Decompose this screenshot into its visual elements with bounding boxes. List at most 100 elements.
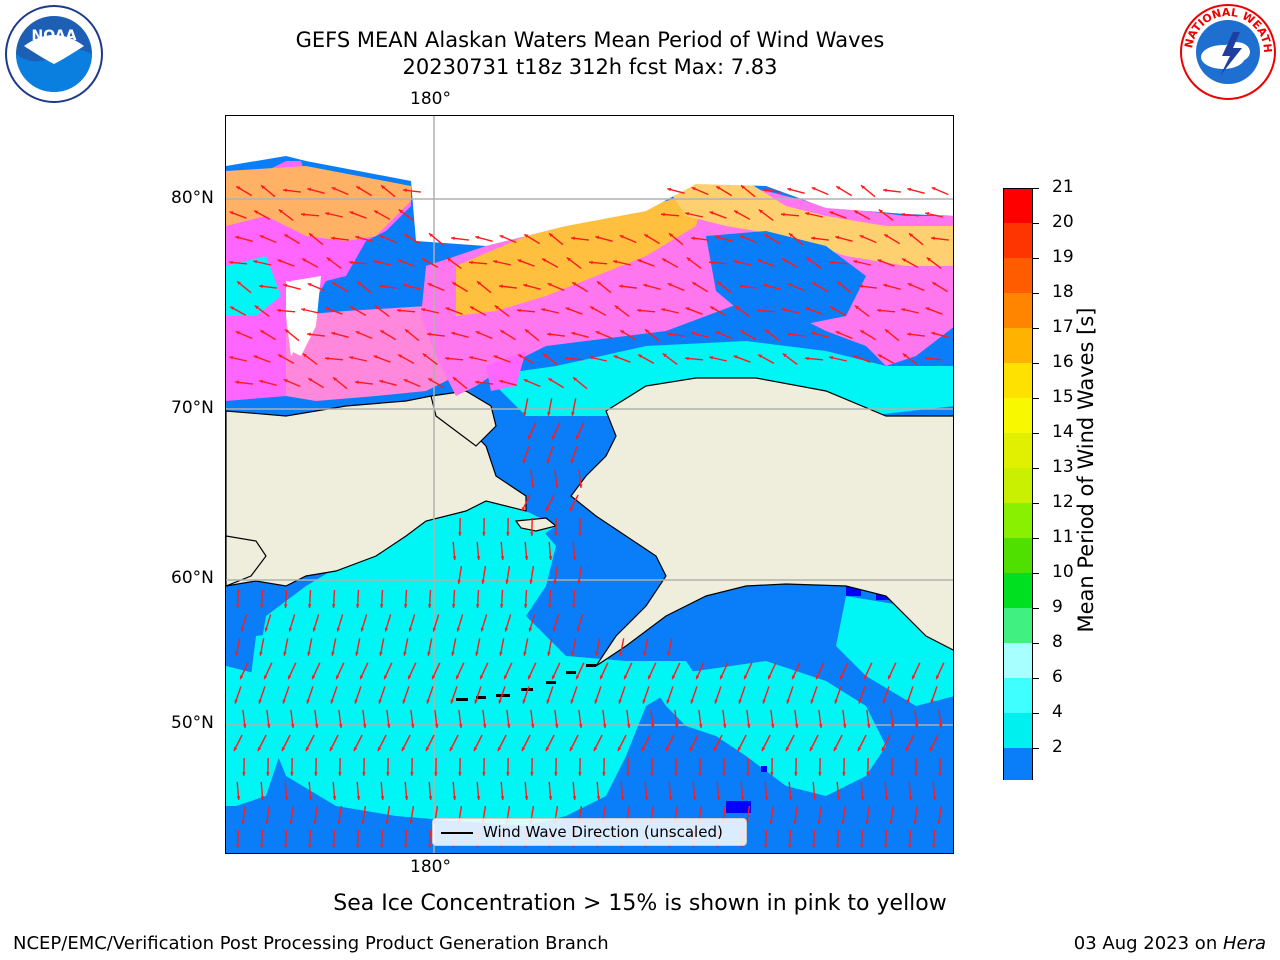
wind-arrow-head	[302, 258, 307, 262]
wind-arrow-head	[432, 627, 437, 632]
wind-arrow-head	[665, 747, 670, 751]
wind-arrow-head	[283, 844, 288, 848]
wind-arrow-head	[301, 212, 305, 217]
wind-arrow-head	[691, 331, 696, 336]
wind-arrow-head	[689, 747, 694, 751]
wind-arrow-head	[908, 796, 913, 800]
wind-arrow-head	[548, 556, 553, 560]
wind-arrow-head	[861, 185, 865, 189]
wind-wave-arrows	[228, 184, 949, 849]
wind-arrow-head	[241, 820, 245, 824]
wind-arrow-head	[691, 187, 696, 191]
wind-arrow-head	[829, 356, 834, 360]
wind-arrow-head	[451, 652, 455, 656]
wind-arrow-head	[758, 209, 763, 214]
wind-arrow-head	[829, 260, 833, 265]
wind-arrow-head	[313, 820, 317, 824]
wind-arrow-head	[765, 329, 769, 333]
wind-arrow-head	[834, 699, 838, 704]
wind-arrow-head	[379, 284, 383, 289]
wind-arrow-head	[787, 844, 792, 848]
wind-arrow-head	[427, 604, 432, 608]
map-canvas	[226, 116, 953, 853]
wind-arrow-head	[446, 257, 451, 262]
wind-arrow-head	[757, 308, 761, 313]
colorbar-band	[1003, 573, 1033, 608]
wind-arrow-head	[384, 627, 389, 632]
wind-arrow-head	[427, 332, 431, 337]
wind-arrow-head	[451, 604, 456, 608]
chart-title: GEFS MEAN Alaskan Waters Mean Period of …	[295, 28, 885, 52]
wind-arrow-head	[757, 259, 762, 263]
wind-arrow-head	[769, 820, 773, 824]
wind-arrow-head	[692, 282, 697, 286]
wind-arrow-head	[770, 724, 775, 728]
wind-arrow-head	[620, 796, 625, 800]
wind-arrow-head	[925, 356, 929, 361]
wind-arrow-head	[314, 772, 318, 776]
wind-arrow-head	[709, 260, 713, 265]
wind-arrow-head	[576, 435, 580, 440]
wind-arrow-head	[314, 724, 319, 728]
wind-arrow-head	[569, 747, 574, 751]
wind-arrow-head	[277, 259, 282, 263]
wind-arrow-head	[523, 283, 528, 288]
wind-arrow-head	[325, 212, 330, 216]
wind-arrow-head	[475, 331, 480, 335]
wind-arrow-head	[386, 772, 390, 776]
wind-arrow-head	[761, 747, 766, 751]
wind-arrow-head	[240, 627, 245, 632]
wind-arrow-head	[626, 724, 631, 728]
lat-label-50: 50°N	[171, 713, 214, 733]
colorbar-band	[1003, 258, 1033, 293]
wind-arrow-head	[449, 747, 454, 751]
wind-arrow-head	[235, 235, 240, 240]
wind-arrow-head	[674, 772, 678, 776]
wind-arrow-head	[229, 211, 234, 215]
wind-arrow-head	[907, 283, 912, 287]
colorbar-tick-label: 10	[1052, 562, 1074, 582]
wind-arrow-head	[666, 699, 670, 704]
wind-arrow-head	[667, 187, 672, 192]
wind-arrow-head	[889, 820, 893, 824]
wind-arrow-head	[902, 258, 907, 262]
colorbar-tick-mark	[1033, 538, 1039, 539]
wind-arrow-head	[254, 210, 259, 214]
wind-arrow-head	[475, 604, 480, 608]
wind-arrow-head	[229, 356, 234, 360]
wind-arrow-head	[902, 353, 907, 358]
wind-arrow-head	[573, 377, 577, 381]
wind-arrow-head	[637, 308, 641, 313]
wind-arrow-head	[497, 747, 502, 751]
wind-arrow-head	[426, 699, 430, 704]
wind-arrow-head	[524, 556, 529, 560]
sea-ice-note: Sea Ice Concentration > 15% is shown in …	[333, 891, 947, 916]
wind-arrow-head	[373, 260, 378, 264]
wind-arrow-head	[283, 604, 288, 608]
wind-arrow-head	[374, 305, 379, 310]
wind-arrow-head	[620, 330, 625, 334]
wind-arrow-head	[235, 652, 239, 656]
wind-arrow-head	[283, 652, 287, 656]
wind-arrow-head	[717, 281, 721, 285]
lon-label-bottom: 180°	[410, 857, 451, 877]
wind-arrow-head	[570, 699, 574, 704]
wind-arrow-head	[474, 699, 478, 704]
wind-arrow-head	[410, 772, 414, 776]
wind-arrow-head	[403, 604, 408, 608]
footer-date: 03 Aug 2023 on	[1073, 933, 1223, 954]
wind-arrow-head	[789, 233, 793, 237]
wind-arrow-head	[547, 652, 551, 656]
wind-arrow-head	[253, 355, 258, 359]
wind-arrow-head	[308, 378, 313, 382]
wind-arrow-head	[452, 796, 457, 800]
wind-arrow-head	[661, 308, 666, 312]
wind-arrow-head	[482, 772, 486, 776]
wind-arrow-head	[452, 282, 457, 286]
wind-arrow-head	[306, 699, 310, 704]
wind-arrow-head	[858, 699, 862, 704]
wind-arrow-head	[234, 699, 238, 704]
wind-arrow-head	[374, 210, 379, 214]
wind-arrow-head	[408, 675, 412, 680]
colorbar-band	[1003, 433, 1033, 468]
